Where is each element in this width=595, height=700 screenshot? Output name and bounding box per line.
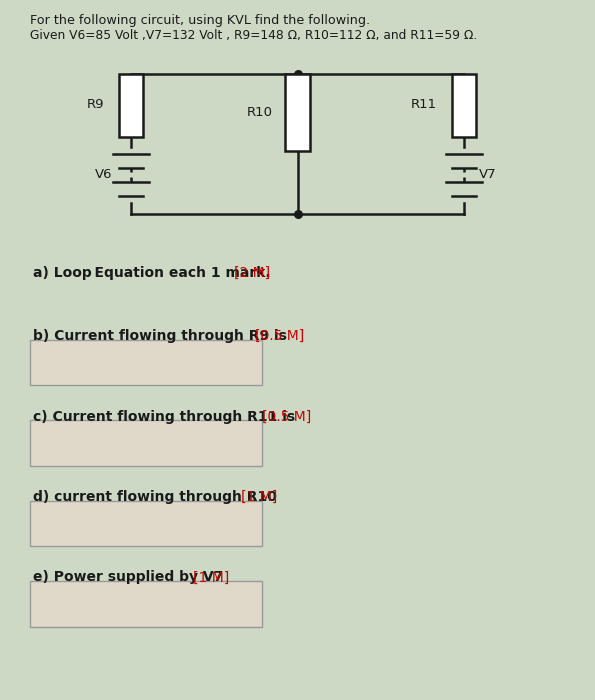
- FancyBboxPatch shape: [30, 500, 262, 546]
- Bar: [285, 74, 310, 150]
- Text: d) current flowing through R10: d) current flowing through R10: [33, 490, 277, 504]
- Bar: [452, 74, 476, 136]
- FancyBboxPatch shape: [30, 420, 262, 466]
- Text: V7: V7: [479, 169, 497, 181]
- Bar: [119, 74, 143, 136]
- Text: R11: R11: [411, 99, 437, 111]
- Text: Given V6=85 Volt ,V7=132 Volt , R9=148 Ω, R10=112 Ω, and R11=59 Ω.: Given V6=85 Volt ,V7=132 Volt , R9=148 Ω…: [30, 29, 477, 43]
- Text: [1 M]: [1 M]: [241, 490, 277, 504]
- FancyBboxPatch shape: [30, 581, 262, 626]
- Text: e) Power supplied by V7: e) Power supplied by V7: [33, 570, 223, 584]
- Text: For the following circuit, using KVL find the following.: For the following circuit, using KVL fin…: [30, 14, 370, 27]
- Text: [0.5 M]: [0.5 M]: [262, 410, 311, 424]
- Text: R10: R10: [246, 106, 273, 118]
- Text: c) Current flowing through R11 is: c) Current flowing through R11 is: [33, 410, 295, 424]
- Text: a) Loop Equation each 1 mark.: a) Loop Equation each 1 mark.: [33, 266, 270, 280]
- Text: b) Current flowing through R9 is: b) Current flowing through R9 is: [33, 329, 287, 343]
- FancyBboxPatch shape: [30, 340, 262, 385]
- Text: V6: V6: [95, 169, 112, 181]
- Text: [2 M]: [2 M]: [234, 266, 270, 280]
- Text: [0.5 M]: [0.5 M]: [255, 329, 304, 343]
- Text: R9: R9: [86, 99, 104, 111]
- Text: [1 M]: [1 M]: [193, 570, 229, 584]
